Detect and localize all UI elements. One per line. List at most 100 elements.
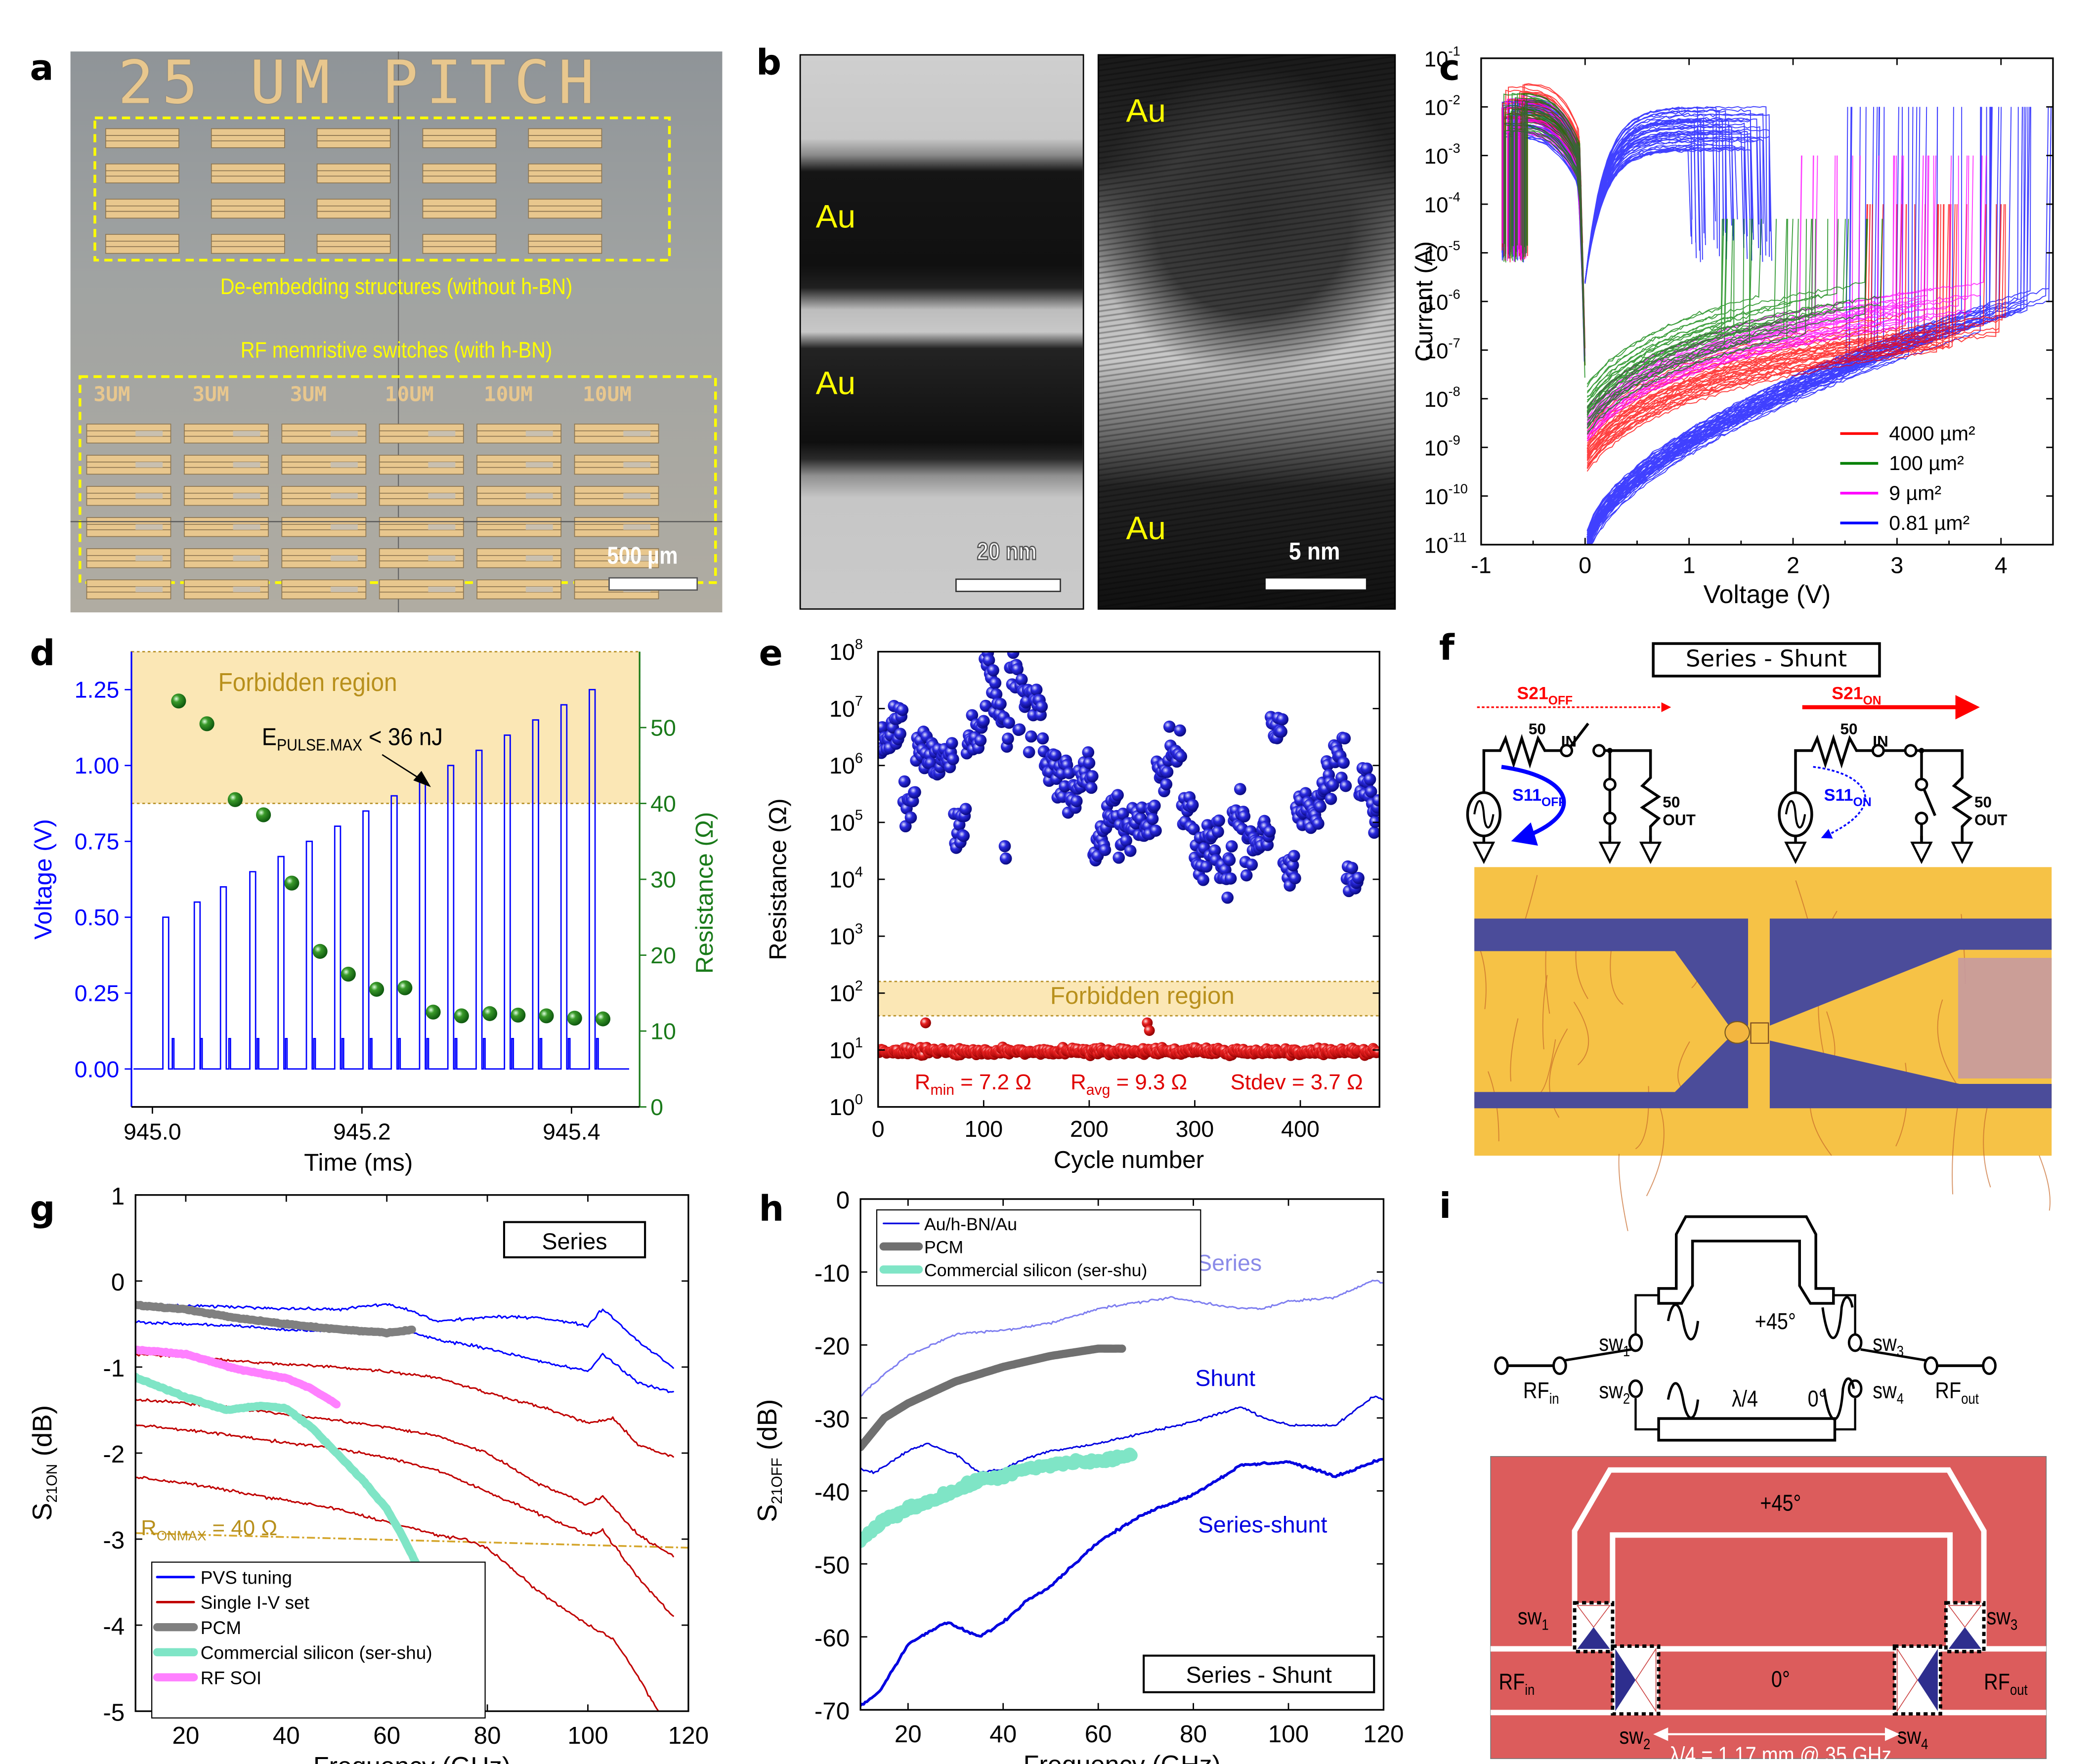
hrs-point bbox=[1161, 766, 1174, 778]
hrs-point bbox=[894, 728, 906, 740]
hrs-point bbox=[1286, 859, 1299, 872]
legend-item: PCM bbox=[153, 1617, 241, 1638]
s11-label-sub: OFF bbox=[1541, 796, 1566, 809]
y-tick-label: -60 bbox=[814, 1625, 850, 1652]
lrs-trace bbox=[1584, 132, 1735, 281]
s11-label-sub: ON bbox=[1853, 796, 1872, 809]
lrs-trace bbox=[1584, 148, 1753, 282]
lrs-trace bbox=[1584, 122, 1748, 283]
resistance-point bbox=[426, 1004, 441, 1020]
shunt-terminal bbox=[1915, 812, 1928, 825]
rf-out-terminal bbox=[1982, 1356, 1997, 1376]
rf-switches-caption: RF memristive switches (with h-BN) bbox=[240, 339, 553, 363]
rf-switch-device bbox=[574, 486, 659, 506]
de-embedding-structure bbox=[105, 163, 179, 183]
hbn-wrinkle bbox=[2039, 1155, 2051, 1211]
phase-shifted-sine-icon bbox=[1821, 1296, 1854, 1339]
legend-item: Au/h-BN/Au bbox=[883, 1214, 1017, 1234]
set-trace bbox=[1586, 218, 1867, 425]
hrs-point bbox=[925, 757, 937, 770]
de-embedding-box bbox=[93, 116, 671, 262]
y-tick-label-base: 10 bbox=[1424, 193, 1449, 217]
s11-label: S11ON bbox=[1824, 786, 1872, 809]
reset-trace bbox=[1511, 108, 1583, 281]
hrs-point bbox=[1013, 723, 1026, 736]
gold-pad bbox=[528, 163, 602, 183]
rf-switch-device bbox=[184, 486, 269, 506]
hbn-region bbox=[623, 462, 651, 468]
y-tick-label: 101 bbox=[829, 1035, 863, 1063]
hbn-region bbox=[525, 555, 553, 561]
out-label: OUT bbox=[1974, 811, 2008, 828]
chart-g-s21-on: 20 40 60 80 100 120 -5 -4 -3 -2 -1 0 1 Frequency (GHz… bbox=[27, 1183, 709, 1764]
column-label: 10UM bbox=[385, 382, 434, 407]
set-trace bbox=[1586, 155, 1836, 438]
resistance-point bbox=[227, 792, 243, 807]
gold-pad bbox=[105, 163, 179, 183]
rf-switch-device bbox=[476, 517, 561, 537]
sw3-label-sub: 3 bbox=[1897, 1343, 1904, 1359]
rf-switch-device bbox=[86, 579, 171, 600]
forbidden-region-label: Forbidden region bbox=[1050, 982, 1235, 1009]
s11-arrow bbox=[1501, 765, 1566, 846]
set-trace bbox=[1586, 155, 1818, 441]
lrs-trace bbox=[1584, 146, 1745, 282]
rf-switch-device bbox=[281, 517, 367, 537]
switch-terminal bbox=[1592, 744, 1606, 758]
gold-pad bbox=[211, 128, 285, 148]
rf-switch-device bbox=[379, 424, 464, 444]
hrs-point bbox=[1368, 826, 1380, 839]
switch-terminal bbox=[1560, 744, 1574, 758]
de-embedding-structure bbox=[211, 199, 285, 219]
scatter-points bbox=[878, 651, 1380, 1061]
stat-ravg-rest: = 9.3 Ω bbox=[1110, 1070, 1187, 1094]
hrs-point bbox=[1240, 869, 1253, 882]
y-tick-label: 102 bbox=[829, 978, 863, 1006]
hrs-point bbox=[1188, 823, 1200, 835]
set-trace bbox=[1586, 204, 1944, 469]
hrs-point bbox=[1150, 824, 1162, 837]
y-tick-label: -70 bbox=[814, 1698, 850, 1725]
hrs-point bbox=[959, 803, 972, 816]
gold-pad bbox=[574, 424, 659, 444]
hrs-point bbox=[1197, 874, 1209, 886]
hrs-point bbox=[1201, 819, 1214, 831]
hrs-point bbox=[1234, 783, 1246, 795]
switch-electrode-top bbox=[1576, 1605, 1611, 1628]
x-tick-label: 2 bbox=[1787, 553, 1799, 578]
hbn-region bbox=[233, 493, 260, 499]
series-commercial-silicon-ser-shu- bbox=[135, 1373, 421, 1569]
series-pcm bbox=[135, 1300, 416, 1337]
set-trace bbox=[1586, 218, 1789, 435]
stat-ravg-sub: avg bbox=[1086, 1082, 1111, 1098]
de-embedding-structure bbox=[211, 128, 285, 148]
sine-wave-icon bbox=[1785, 800, 1806, 829]
hrs-point bbox=[898, 775, 911, 788]
switch-electrode-bottom bbox=[1577, 1627, 1610, 1649]
sw1-terminal bbox=[1628, 1333, 1643, 1352]
y-tick-label-base: 10 bbox=[1424, 533, 1449, 558]
tem-hbn-layers bbox=[1099, 55, 1395, 608]
legend-label: 0.81 µm² bbox=[1889, 512, 1969, 534]
switch-sw3 bbox=[1944, 1601, 1986, 1653]
x-tick-label: 100 bbox=[1268, 1721, 1309, 1748]
panel-label-f: f bbox=[1439, 628, 1454, 670]
legend-label: 9 µm² bbox=[1889, 482, 1941, 505]
set-trace bbox=[1586, 218, 1724, 387]
sw2-terminal bbox=[1628, 1379, 1643, 1398]
rf-switch-device bbox=[184, 424, 269, 444]
y-tick-label-exponent: -9 bbox=[1449, 432, 1460, 448]
curve-label: Series bbox=[1197, 1250, 1262, 1276]
series-group bbox=[860, 1280, 1384, 1707]
iv-traces bbox=[1501, 83, 2052, 545]
hbn-wrinkle bbox=[1573, 1001, 1589, 1066]
de-embedding-structure bbox=[528, 199, 602, 219]
lrs-trace bbox=[1584, 130, 1745, 283]
y-tick-label-exponent: 7 bbox=[855, 693, 863, 709]
sw2-label-sub: 2 bbox=[1643, 1736, 1650, 1752]
y-tick-label: 0 bbox=[836, 1187, 850, 1214]
y-tick-label: 0.25 bbox=[75, 981, 120, 1006]
hbn-wrinkle bbox=[1952, 1100, 1960, 1195]
sw3-label: sw3 bbox=[1987, 1604, 2018, 1633]
stat-rmin: Rmin = 7.2 Ω bbox=[915, 1070, 1031, 1098]
